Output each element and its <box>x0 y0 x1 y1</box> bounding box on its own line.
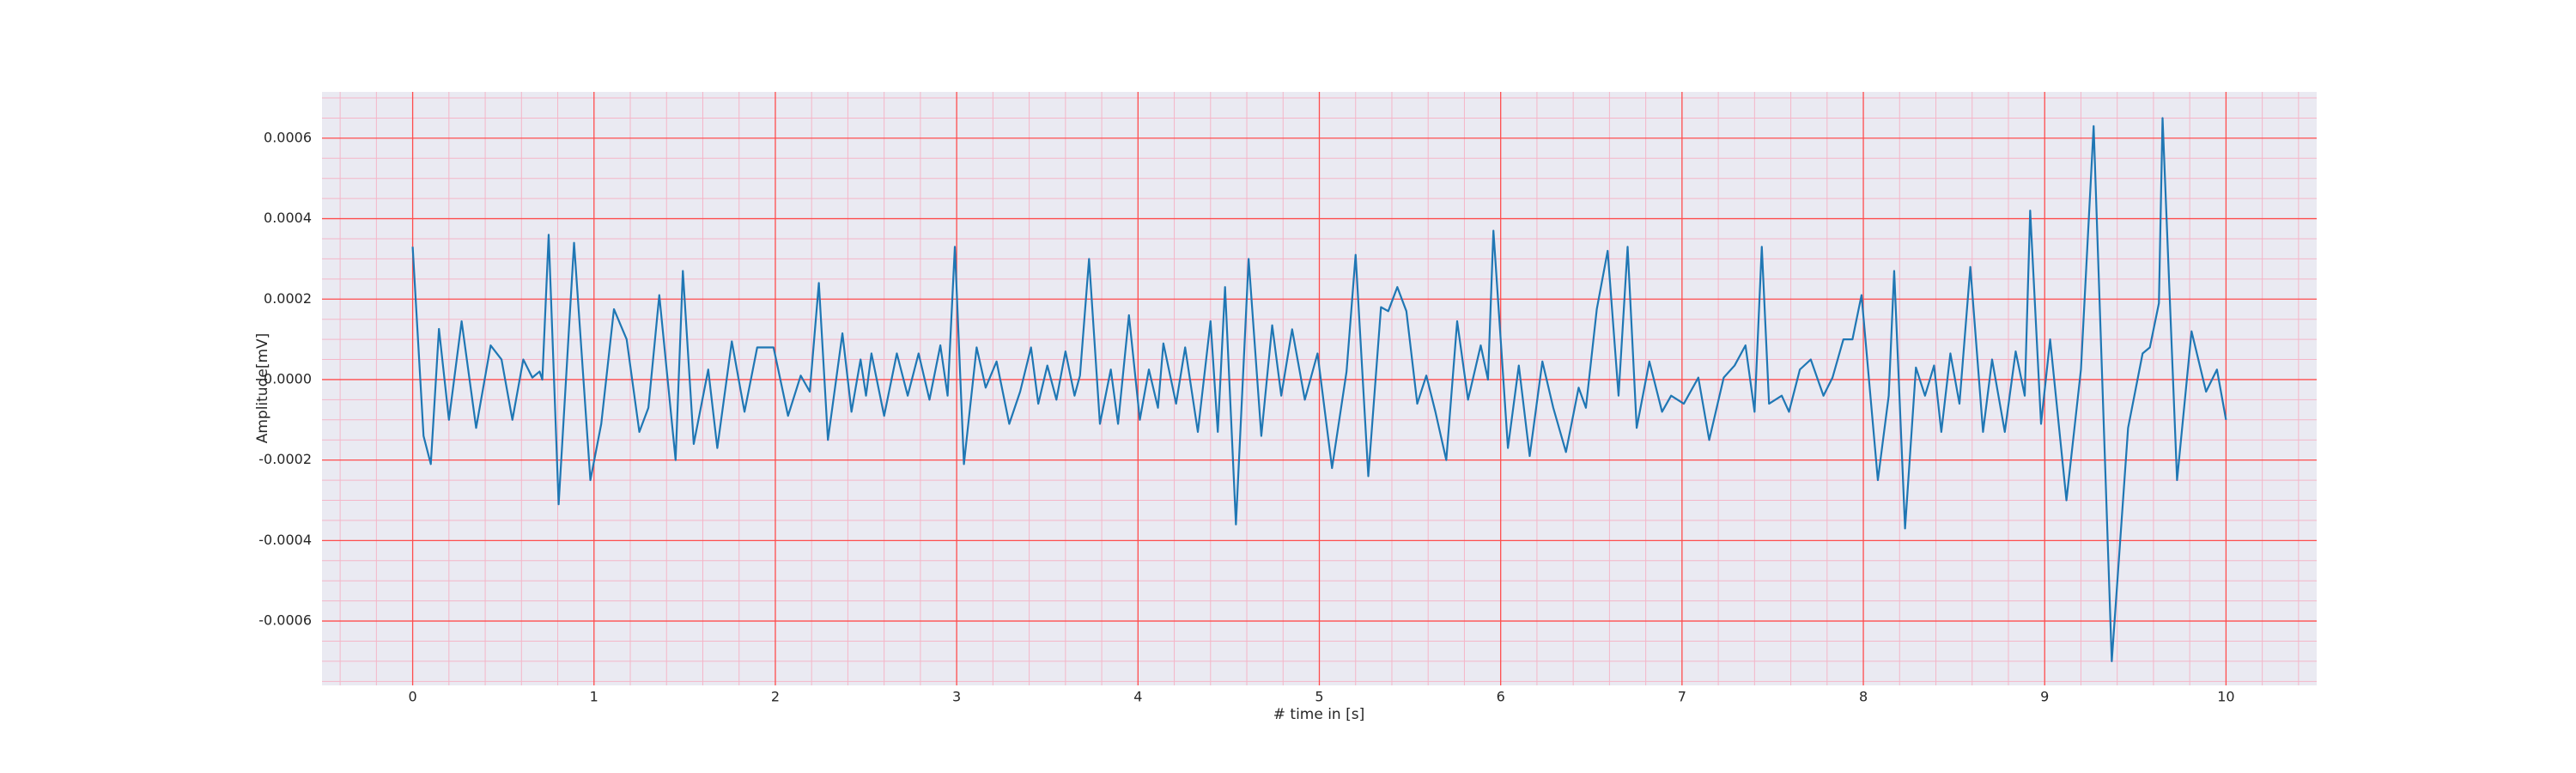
x-tick-label: 8 <box>1859 689 1868 705</box>
labels: 0 1 2 3 4 5 6 7 8 9 10 -0.0006 -0.0004 -0.0002 0.0000 0… <box>258 129 2234 704</box>
x-tick-label: 3 <box>952 689 961 705</box>
x-tick-label: 10 <box>2217 689 2234 705</box>
line <box>411 117 2227 662</box>
x-axis-label: # time in [s] <box>1273 706 1364 723</box>
y-tick-label: -0.0006 <box>258 612 312 629</box>
y-tick-label: 0.0004 <box>264 210 312 226</box>
x-tick-label: 1 <box>590 689 598 705</box>
y-tick-label: 0.0000 <box>264 370 312 386</box>
x-tick-label: 5 <box>1315 689 1323 705</box>
x-tick-label: 4 <box>1133 689 1142 705</box>
x-tick-label: 9 <box>2040 689 2049 705</box>
y-axis-label: Amplitude[mV] <box>254 333 271 444</box>
marks <box>411 117 2227 662</box>
y-tick-label: -0.0004 <box>258 532 312 548</box>
x-tick-label: 2 <box>771 689 780 705</box>
x-tick-label: 0 <box>408 689 416 705</box>
x-tick-label: 6 <box>1497 689 1505 705</box>
y-tick-label: -0.0002 <box>258 451 312 467</box>
x-tick-label: 7 <box>1678 689 1686 705</box>
y-tick-label: 0.0006 <box>264 129 312 145</box>
y-tick-label: 0.0002 <box>264 290 312 307</box>
